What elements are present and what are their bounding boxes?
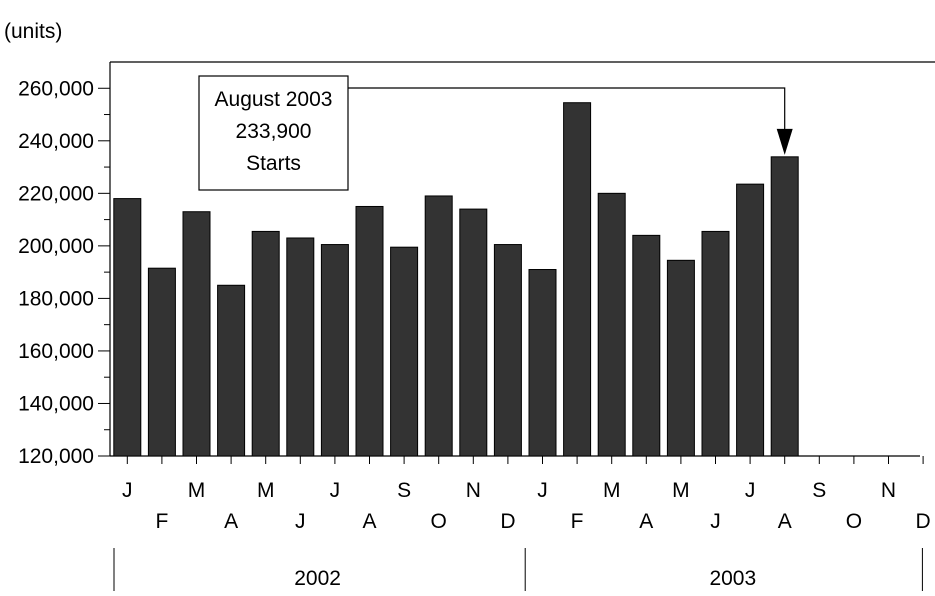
bar bbox=[424, 195, 453, 457]
bar bbox=[563, 102, 592, 457]
bar bbox=[701, 230, 730, 457]
bar bbox=[528, 269, 557, 457]
bar bbox=[182, 211, 211, 457]
x-tick-label: M bbox=[672, 479, 690, 502]
annotation-text: 233,900 bbox=[236, 120, 312, 143]
x-tick-label: M bbox=[188, 479, 206, 502]
y-tick-label: 240,000 bbox=[18, 130, 94, 153]
x-tick-label: F bbox=[571, 510, 584, 533]
annotation-leader-line bbox=[348, 87, 786, 131]
annotation: August 2003 233,900 Starts bbox=[198, 75, 793, 191]
annotation-text: August 2003 bbox=[215, 88, 333, 111]
bar bbox=[493, 244, 522, 457]
year-axis: 2002 2003 bbox=[113, 548, 923, 591]
y-tick-label: 220,000 bbox=[18, 182, 94, 205]
bar bbox=[666, 259, 695, 457]
x-tick-label: J bbox=[295, 510, 306, 533]
y-tick-label: 200,000 bbox=[18, 235, 94, 258]
year-label: 2003 bbox=[709, 567, 756, 590]
bar bbox=[217, 284, 246, 457]
x-tick-label: D bbox=[916, 510, 931, 533]
y-axis-ticks: 120,000 140,000 160,000 180,000 200,000 220,0… bbox=[18, 77, 110, 468]
x-tick-label: A bbox=[224, 510, 238, 533]
bar bbox=[251, 230, 280, 457]
x-tick-label: N bbox=[881, 479, 896, 502]
x-tick-label: J bbox=[537, 479, 548, 502]
bar bbox=[113, 198, 142, 457]
x-tick-label: J bbox=[710, 510, 721, 533]
bar bbox=[147, 267, 176, 457]
bars bbox=[113, 102, 799, 457]
annotation-arrowhead bbox=[776, 128, 793, 155]
x-tick-label: D bbox=[500, 510, 515, 533]
y-tick-label: 160,000 bbox=[18, 340, 94, 363]
bar bbox=[390, 246, 419, 457]
x-tick-label: S bbox=[812, 479, 826, 502]
x-tick-label: M bbox=[257, 479, 275, 502]
x-tick-label: M bbox=[603, 479, 621, 502]
bar bbox=[286, 237, 315, 457]
x-tick-label: O bbox=[431, 510, 447, 533]
x-tick-label: A bbox=[362, 510, 376, 533]
bar bbox=[355, 205, 384, 457]
bar bbox=[770, 156, 799, 457]
x-tick-label: N bbox=[466, 479, 481, 502]
year-label: 2002 bbox=[294, 567, 341, 590]
x-tick-label: A bbox=[639, 510, 653, 533]
y-tick-label: 140,000 bbox=[18, 392, 94, 415]
y-tick-label: 260,000 bbox=[18, 77, 94, 100]
annotation-text: Starts bbox=[246, 152, 301, 175]
annotation-box bbox=[198, 75, 349, 191]
y-tick-label: 120,000 bbox=[18, 445, 94, 468]
bar bbox=[736, 183, 765, 457]
bar bbox=[459, 208, 488, 457]
x-tick-label: O bbox=[846, 510, 862, 533]
y-unit-label: (units) bbox=[4, 20, 62, 43]
bar bbox=[320, 244, 349, 457]
y-tick-label: 180,000 bbox=[18, 287, 94, 310]
bar bbox=[632, 234, 661, 457]
x-tick-label: S bbox=[397, 479, 411, 502]
x-tick-label: A bbox=[778, 510, 792, 533]
x-tick-label: J bbox=[122, 479, 133, 502]
x-tick-label: J bbox=[330, 479, 341, 502]
x-tick-label: J bbox=[745, 479, 756, 502]
bar bbox=[597, 192, 626, 457]
x-tick-label: F bbox=[155, 510, 168, 533]
